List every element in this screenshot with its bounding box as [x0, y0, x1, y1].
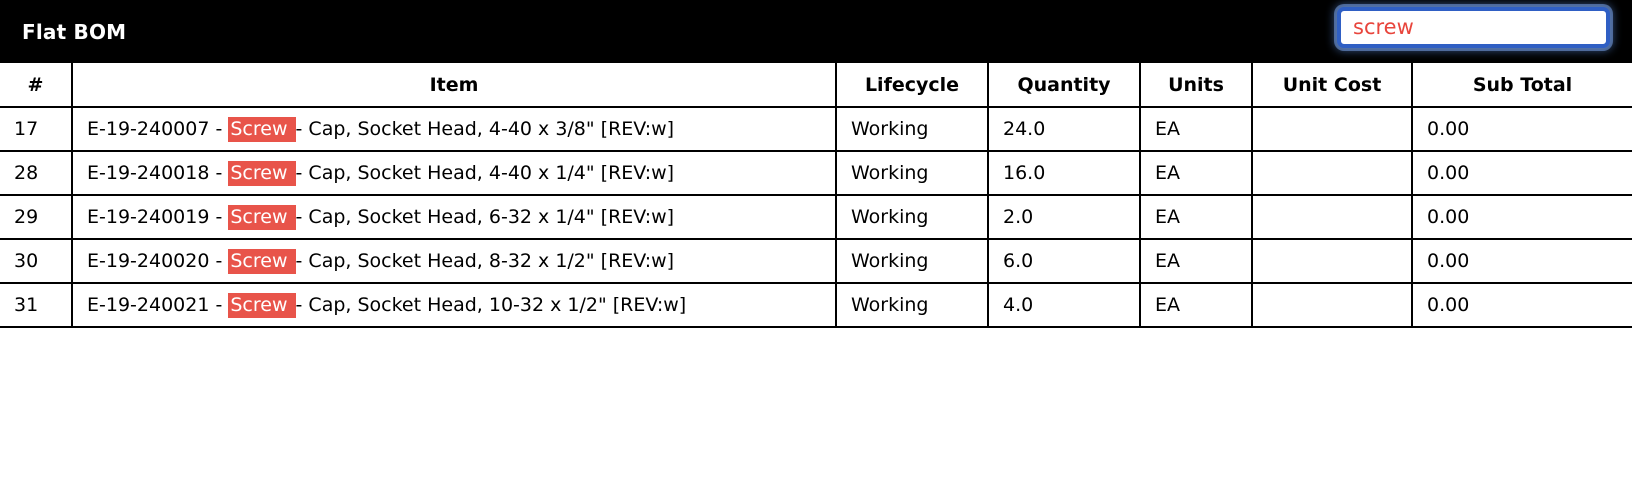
cell-quantity: 16.0 — [988, 150, 1141, 196]
item-text-suffix: - Cap, Socket Head, 8-32 x 1/2" [REV:w] — [295, 250, 675, 272]
cell-quantity: 6.0 — [988, 238, 1141, 284]
column-header-units[interactable]: Units — [1140, 63, 1253, 108]
cell-quantity: 2.0 — [988, 194, 1141, 240]
item-text-prefix: E-19-240007 - — [87, 118, 229, 140]
table-row[interactable]: 17 E-19-240007 - Screw - Cap, Socket Head… — [0, 106, 1632, 152]
cell-lifecycle: Working — [836, 106, 989, 152]
cell-row-number: 28 — [0, 150, 73, 196]
column-header-number[interactable]: # — [0, 63, 73, 108]
search-match-highlight: Screw — [228, 293, 296, 318]
page-title: Flat BOM — [22, 19, 127, 44]
cell-lifecycle: Working — [836, 150, 989, 196]
item-text-suffix: - Cap, Socket Head, 4-40 x 1/4" [REV:w] — [295, 162, 675, 184]
cell-units: EA — [1140, 150, 1253, 196]
search-match-highlight: Screw — [228, 117, 296, 142]
table-row[interactable]: 29 E-19-240019 - Screw - Cap, Socket Head… — [0, 194, 1632, 240]
search-match-highlight: Screw — [228, 161, 296, 186]
cell-quantity: 4.0 — [988, 282, 1141, 328]
cell-lifecycle: Working — [836, 238, 989, 284]
flat-bom-table: # Item Lifecycle Quantity Units Unit Cos… — [0, 63, 1632, 328]
cell-unit-cost — [1252, 194, 1413, 240]
cell-unit-cost — [1252, 106, 1413, 152]
cell-lifecycle: Working — [836, 194, 989, 240]
cell-item[interactable]: E-19-240021 - Screw - Cap, Socket Head, … — [72, 282, 837, 328]
cell-row-number: 30 — [0, 238, 73, 284]
cell-unit-cost — [1252, 282, 1413, 328]
cell-item[interactable]: E-19-240007 - Screw - Cap, Socket Head, … — [72, 106, 837, 152]
table-header-row: # Item Lifecycle Quantity Units Unit Cos… — [0, 63, 1632, 108]
app-header-bar: Flat BOM — [0, 0, 1632, 63]
cell-item[interactable]: E-19-240018 - Screw - Cap, Socket Head, … — [72, 150, 837, 196]
column-header-unit-cost[interactable]: Unit Cost — [1252, 63, 1413, 108]
item-text-prefix: E-19-240020 - — [87, 250, 229, 272]
table-row[interactable]: 30 E-19-240020 - Screw - Cap, Socket Head… — [0, 238, 1632, 284]
column-header-quantity[interactable]: Quantity — [988, 63, 1141, 108]
item-text-prefix: E-19-240019 - — [87, 206, 229, 228]
cell-lifecycle: Working — [836, 282, 989, 328]
search-input[interactable] — [1341, 11, 1606, 44]
cell-row-number: 31 — [0, 282, 73, 328]
cell-units: EA — [1140, 282, 1253, 328]
cell-sub-total: 0.00 — [1412, 150, 1632, 196]
search-field-wrapper[interactable] — [1337, 7, 1610, 48]
cell-row-number: 29 — [0, 194, 73, 240]
cell-sub-total: 0.00 — [1412, 238, 1632, 284]
table-body: 17 E-19-240007 - Screw - Cap, Socket Head… — [0, 106, 1632, 328]
cell-sub-total: 0.00 — [1412, 106, 1632, 152]
table-header: # Item Lifecycle Quantity Units Unit Cos… — [0, 63, 1632, 108]
search-match-highlight: Screw — [228, 205, 296, 230]
cell-item[interactable]: E-19-240020 - Screw - Cap, Socket Head, … — [72, 238, 837, 284]
search-match-highlight: Screw — [228, 249, 296, 274]
item-text-suffix: - Cap, Socket Head, 6-32 x 1/4" [REV:w] — [295, 206, 675, 228]
item-text-prefix: E-19-240018 - — [87, 162, 229, 184]
cell-units: EA — [1140, 238, 1253, 284]
item-text-prefix: E-19-240021 - — [87, 294, 229, 316]
cell-sub-total: 0.00 — [1412, 282, 1632, 328]
cell-sub-total: 0.00 — [1412, 194, 1632, 240]
column-header-sub-total[interactable]: Sub Total — [1412, 63, 1632, 108]
item-text-suffix: - Cap, Socket Head, 10-32 x 1/2" [REV:w] — [295, 294, 687, 316]
column-header-lifecycle[interactable]: Lifecycle — [836, 63, 989, 108]
table-row[interactable]: 31 E-19-240021 - Screw - Cap, Socket Head… — [0, 282, 1632, 328]
item-text-suffix: - Cap, Socket Head, 4-40 x 3/8" [REV:w] — [295, 118, 675, 140]
cell-item[interactable]: E-19-240019 - Screw - Cap, Socket Head, … — [72, 194, 837, 240]
column-header-item[interactable]: Item — [72, 63, 837, 108]
cell-unit-cost — [1252, 150, 1413, 196]
cell-units: EA — [1140, 194, 1253, 240]
cell-quantity: 24.0 — [988, 106, 1141, 152]
table-row[interactable]: 28 E-19-240018 - Screw - Cap, Socket Head… — [0, 150, 1632, 196]
cell-units: EA — [1140, 106, 1253, 152]
cell-row-number: 17 — [0, 106, 73, 152]
cell-unit-cost — [1252, 238, 1413, 284]
